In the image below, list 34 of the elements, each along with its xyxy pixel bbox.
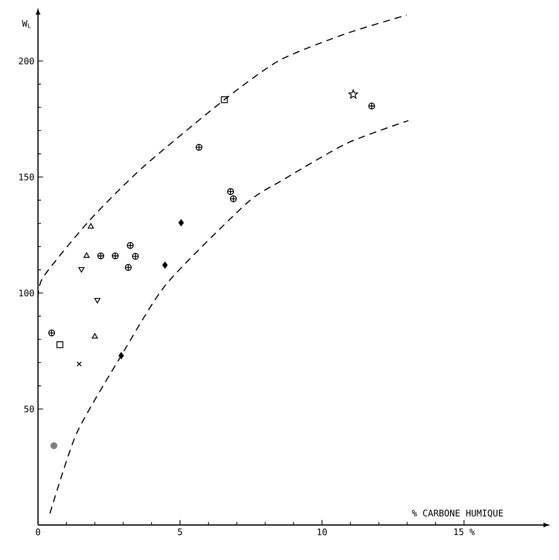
point	[94, 298, 100, 304]
point	[56, 341, 64, 348]
point	[97, 252, 104, 260]
x-tick-label: 15 %	[454, 528, 475, 536]
point	[84, 252, 90, 258]
y-tick-label: 100	[19, 290, 34, 296]
y-axis-title: W$_{L}$	[22, 20, 31, 28]
point	[118, 352, 124, 360]
point	[112, 252, 119, 260]
y-tick-label: 50	[24, 406, 34, 412]
point	[92, 333, 98, 339]
point	[196, 144, 202, 151]
point	[50, 442, 58, 450]
point	[162, 262, 168, 269]
x-tick-label: 10	[318, 528, 327, 536]
line-series	[49, 120, 409, 514]
point	[126, 242, 134, 249]
point	[76, 361, 82, 367]
point	[227, 188, 234, 196]
x-tick-label: 0	[36, 528, 40, 536]
y-tick-label: 150	[19, 174, 34, 180]
point	[78, 267, 84, 273]
point	[368, 102, 376, 110]
point	[132, 252, 139, 260]
point	[220, 96, 228, 104]
point	[348, 89, 358, 98]
point	[88, 223, 94, 229]
x-tick-label: 5	[178, 528, 182, 536]
point	[178, 219, 184, 226]
point	[124, 264, 132, 271]
x-axis-title: % CARBONE HUMIQUE	[412, 510, 503, 518]
point	[230, 195, 237, 202]
point	[48, 329, 56, 336]
y-tick-label: 200	[18, 58, 34, 64]
